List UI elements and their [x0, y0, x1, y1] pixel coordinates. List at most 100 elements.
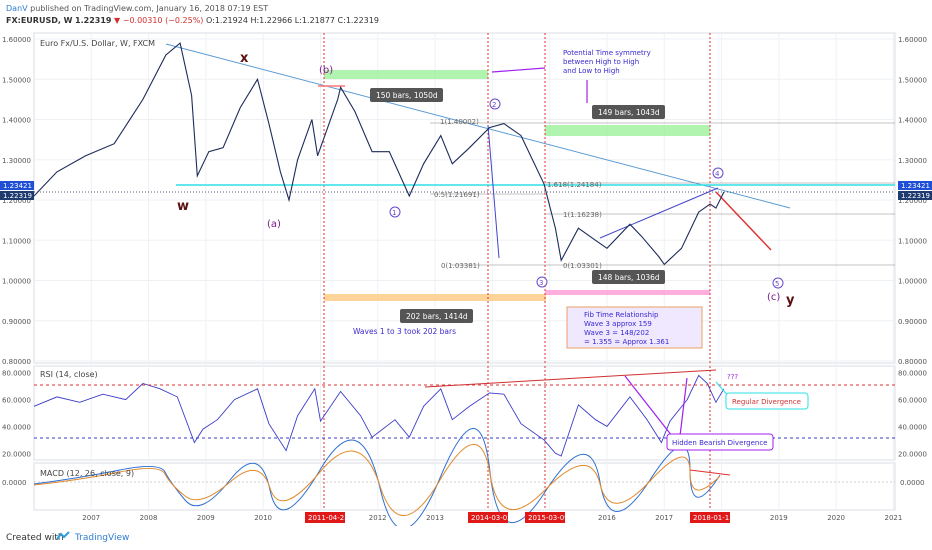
brand-name[interactable]: TradingView: [75, 533, 130, 543]
fib-box-line-3: Wave 3 = 148/202: [584, 329, 649, 337]
wave-y-label: y: [786, 293, 795, 308]
wave3-circle: [536, 276, 548, 288]
symmetry-note-3: and Low to High: [563, 67, 620, 75]
tradingview-logo-icon: [56, 531, 70, 540]
y-tick-label-left: 0.80000: [2, 358, 31, 366]
green-zone-right: [545, 125, 710, 136]
price-change: −0.00310 (−0.25%): [122, 16, 204, 25]
wave-w-label: w: [177, 199, 189, 214]
date-tag-2: 2014-03-03: [471, 514, 512, 522]
y-tick-label-left: 1.40000: [2, 117, 31, 125]
rsi-y-axis: 80.0000 80.0000 60.0000 60.0000 40.0000 40.00…: [2, 370, 927, 459]
wave2-circle: [489, 98, 501, 110]
wave-channel: [599, 187, 719, 239]
bars-202-label: 202 bars, 1414d: [406, 312, 468, 321]
x-tick-label: 2009: [197, 514, 215, 522]
rsi-series: [33, 374, 725, 457]
price-tag-text-1: 1.23421: [901, 182, 930, 190]
symmetry-note-2: between High to High: [563, 58, 639, 66]
chart-title: Euro Fx/U.S. Dollar, W, FXCM: [40, 39, 155, 48]
symbol-line: FX:EURUSD, W 1.22319 ▼ −0.00310 (−0.25%)…: [6, 15, 379, 26]
chart-canvas[interactable]: Euro Fx/U.S. Dollar, W, FXCM RSI (14, cl…: [0, 0, 932, 526]
wave-x-label: x: [240, 51, 249, 66]
wave-b-label: (b): [319, 65, 333, 76]
price-tag-left-red: [0, 191, 34, 200]
y-tick-label-left: 0.90000: [2, 318, 31, 326]
bars-149-label: 149 bars, 1043d: [598, 108, 660, 117]
rsi-tick-label-left: 60.0000: [2, 397, 31, 405]
fib1b-label: 1(1.16238): [563, 211, 602, 219]
rsi-label: RSI (14, close): [40, 370, 98, 379]
y-tick-label-left: 1.50000: [2, 76, 31, 84]
x-tick-label: 2012: [369, 514, 387, 522]
wave5-circle: [772, 277, 784, 289]
trendline: [165, 43, 791, 209]
fib-box-line-1: Fib Time Relationship: [584, 311, 659, 319]
rsi-tick-label: 80.0000: [898, 370, 927, 378]
date-tag-bg-1: [305, 512, 345, 523]
fib1618-label: 1.618(1.24184): [547, 181, 602, 189]
rsi-tick-label-left: 20.0000: [2, 450, 31, 458]
date-tag-4: 2018-01-15: [693, 514, 734, 522]
y-tick-label: 1.60000: [898, 36, 927, 44]
rsi-tick-label: 20.0000: [898, 450, 927, 458]
date-tag-3: 2015-03-09: [528, 514, 569, 522]
wave2-label: 2: [492, 101, 496, 109]
wave4-circle: [712, 167, 724, 179]
rsi-tick-label: 60.0000: [898, 397, 927, 405]
macd-line: [33, 428, 721, 526]
y-tick-label: 1.40000: [898, 117, 927, 125]
footer: Created with TradingView: [0, 526, 932, 550]
y-axis: 1.60000 1.60000 1.50000 1.50000 1.40000 1.400…: [2, 36, 927, 366]
hidden-div-arrow-2: [679, 377, 688, 437]
bars-150-label: 150 bars, 1050d: [376, 91, 438, 100]
x-tick-label: 2017: [655, 514, 673, 522]
waves-note: Waves 1 to 3 took 202 bars: [353, 327, 456, 336]
wave3-label: 3: [539, 279, 543, 287]
rsi-divergence-line: [424, 369, 717, 388]
y-tick-label-left: 1.10000: [2, 237, 31, 245]
y-tick-label: 1.00000: [898, 278, 927, 286]
wave1-circle: [389, 206, 401, 218]
x-tick-label: 2010: [254, 514, 272, 522]
fib0b-label: 0(1.03301): [563, 262, 602, 270]
y-tick-label-left: 1.30000: [2, 157, 31, 165]
publish-info: published on TradingView.com, January 16…: [30, 4, 269, 13]
rsi-tick-label-left: 40.0000: [2, 423, 31, 431]
hidden-div-arrow-1: [624, 375, 673, 437]
x-tick-label: 2021: [885, 514, 903, 522]
x-tick-label: 2020: [827, 514, 845, 522]
bars-148-label: 148 bars, 1036d: [598, 273, 660, 282]
author-name[interactable]: DanV: [6, 4, 28, 13]
created-with: Created with: [6, 533, 64, 543]
fib0-label: 0(1.03381): [441, 262, 480, 270]
last-price: 1.22319: [75, 16, 112, 25]
y-tick-label: 1.50000: [898, 76, 927, 84]
bars-202-box: [400, 309, 473, 323]
orange-zone: [324, 294, 546, 301]
wave3-leg: [487, 124, 500, 259]
y-tick-label: 1.10000: [898, 237, 927, 245]
x-tick-label: 2007: [82, 514, 100, 522]
regular-div-box: [725, 392, 809, 410]
fib-box-line-4: = 1.355 = Approx 1.361: [584, 338, 669, 346]
macd-pane[interactable]: [33, 462, 896, 511]
price-tag-text-3: 1.23421: [3, 182, 32, 190]
macd-ytick: 0.0000: [900, 479, 925, 487]
rsi-pane[interactable]: [33, 365, 896, 461]
regular-div-label: Regular Divergence: [732, 398, 801, 406]
macd-trend: [689, 469, 731, 476]
bars-149-box: [592, 105, 665, 119]
wave-a-label: (a): [267, 219, 281, 230]
y-tick-label: 1.30000: [898, 157, 927, 165]
fib-box-line-2: Wave 3 approx 159: [584, 320, 652, 328]
symmetry-arrow: [491, 67, 546, 73]
pink-zone: [545, 290, 710, 295]
price-tag-left-blue: [0, 181, 34, 190]
price-series: [33, 42, 725, 266]
y-tick-label-left: 1.00000: [2, 278, 31, 286]
price-tag-right-red: [898, 191, 932, 200]
qqq-label: ???: [727, 373, 738, 381]
publish-line: DanV published on TradingView.com, Janua…: [6, 3, 268, 14]
green-zone-top: [324, 70, 488, 79]
